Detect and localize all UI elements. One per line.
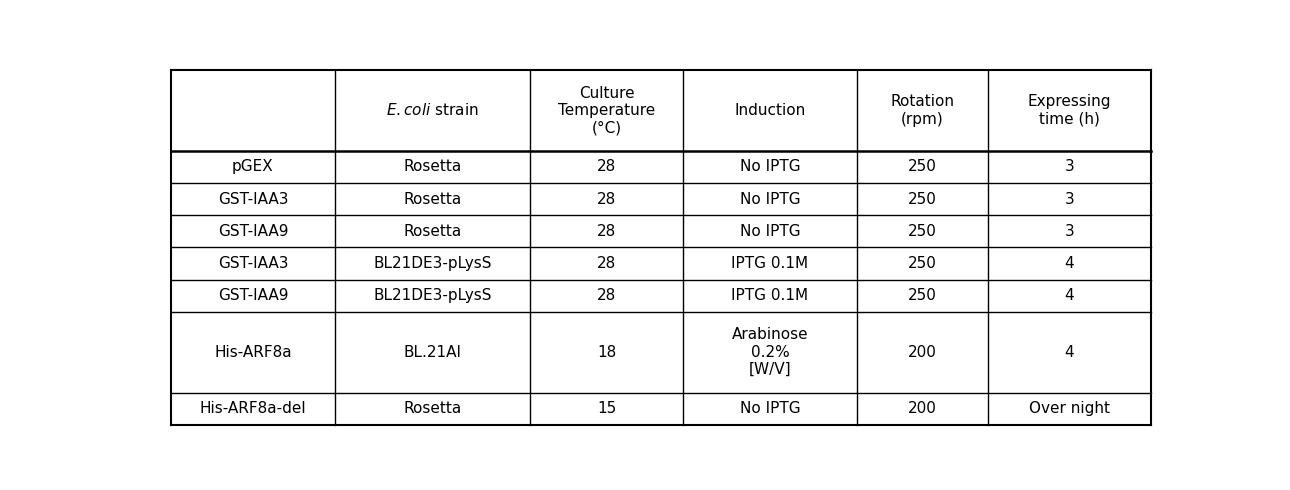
Text: 4: 4	[1064, 256, 1075, 271]
Text: Arabinose
0.2%
[W/V]: Arabinose 0.2% [W/V]	[731, 327, 809, 377]
Text: No IPTG: No IPTG	[739, 224, 800, 239]
Text: No IPTG: No IPTG	[739, 192, 800, 207]
Text: 4: 4	[1064, 288, 1075, 303]
Text: BL21DE3-pLysS: BL21DE3-pLysS	[373, 288, 491, 303]
Text: 28: 28	[597, 256, 617, 271]
Text: Rosetta: Rosetta	[404, 159, 462, 174]
Text: His-ARF8a-del: His-ARF8a-del	[200, 401, 306, 416]
Text: Induction: Induction	[734, 103, 806, 118]
Text: No IPTG: No IPTG	[739, 159, 800, 174]
Text: 18: 18	[597, 345, 617, 360]
Text: 250: 250	[908, 192, 937, 207]
Text: BL.21AI: BL.21AI	[404, 345, 462, 360]
Text: 200: 200	[908, 345, 937, 360]
Text: Rosetta: Rosetta	[404, 401, 462, 416]
Text: 250: 250	[908, 159, 937, 174]
Text: $\it{E. coli}$ strain: $\it{E. coli}$ strain	[386, 102, 479, 119]
Text: Rosetta: Rosetta	[404, 224, 462, 239]
Text: GST-IAA9: GST-IAA9	[218, 224, 288, 239]
Text: 3: 3	[1064, 159, 1075, 174]
Text: 4: 4	[1064, 345, 1075, 360]
Text: 3: 3	[1064, 224, 1075, 239]
Text: Culture
Temperature
(°C): Culture Temperature (°C)	[559, 86, 655, 135]
Text: GST-IAA3: GST-IAA3	[218, 256, 288, 271]
Text: 28: 28	[597, 192, 617, 207]
Text: 250: 250	[908, 224, 937, 239]
Text: 15: 15	[597, 401, 617, 416]
Text: GST-IAA3: GST-IAA3	[218, 192, 288, 207]
Text: 3: 3	[1064, 192, 1075, 207]
Text: Expressing
time (h): Expressing time (h)	[1028, 94, 1111, 126]
Text: 200: 200	[908, 401, 937, 416]
Text: IPTG 0.1M: IPTG 0.1M	[731, 256, 809, 271]
Text: 28: 28	[597, 159, 617, 174]
Text: GST-IAA9: GST-IAA9	[218, 288, 288, 303]
Text: 28: 28	[597, 288, 617, 303]
Text: Rosetta: Rosetta	[404, 192, 462, 207]
Text: 250: 250	[908, 256, 937, 271]
Text: Rotation
(rpm): Rotation (rpm)	[890, 94, 955, 126]
Text: 250: 250	[908, 288, 937, 303]
Text: IPTG 0.1M: IPTG 0.1M	[731, 288, 809, 303]
Text: His-ARF8a: His-ARF8a	[214, 345, 292, 360]
Text: BL21DE3-pLysS: BL21DE3-pLysS	[373, 256, 491, 271]
Text: 28: 28	[597, 224, 617, 239]
Text: Over night: Over night	[1029, 401, 1109, 416]
Text: No IPTG: No IPTG	[739, 401, 800, 416]
Text: pGEX: pGEX	[232, 159, 273, 174]
